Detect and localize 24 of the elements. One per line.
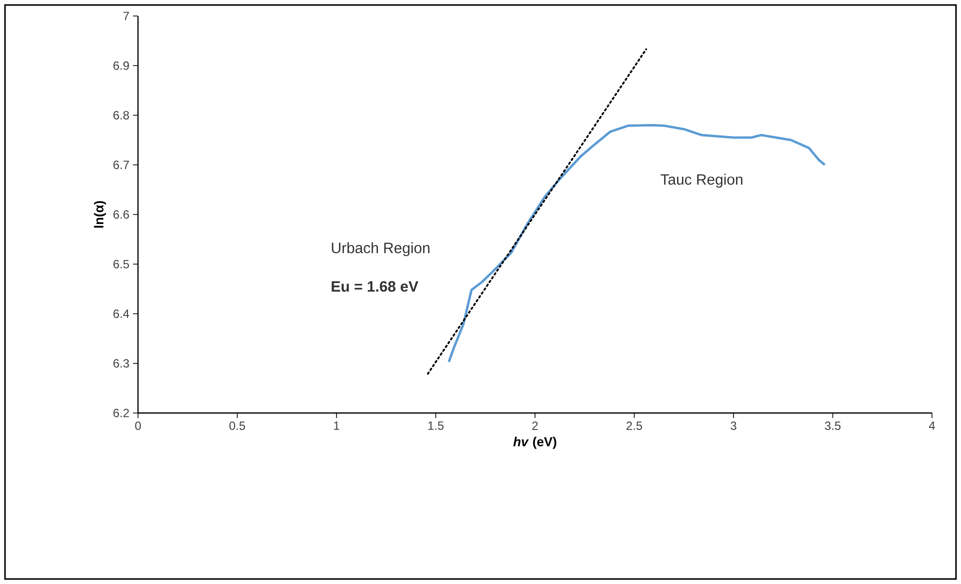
y-tick-label: 6.9: [113, 61, 129, 70]
x-axis-title: hv (eV): [513, 436, 556, 449]
x-tick-label: 1: [334, 422, 340, 430]
x-tick-label: 3.5: [824, 422, 841, 430]
y-tick-label: 6.7: [113, 160, 129, 170]
annotation: Tauc Region: [660, 174, 742, 188]
y-tick-label: 6.5: [113, 260, 129, 268]
x-tick-label: 4: [928, 422, 935, 430]
x-tick-label: 2.5: [626, 422, 642, 430]
x-tick-label: 2: [532, 422, 538, 430]
y-tick-label: 6.4: [113, 310, 130, 318]
y-tick-label: 6.8: [113, 111, 129, 120]
y-axis-title: ln(α): [94, 201, 106, 228]
y-tick-label: 6.3: [113, 359, 129, 368]
y-tick-label: 6.6: [113, 210, 129, 219]
x-tick-label: 3: [730, 422, 736, 430]
line-series: [448, 124, 826, 364]
y-tick-label: 7: [123, 12, 129, 20]
x-tick-label: 1.5: [428, 422, 444, 430]
annotation: Eu = 1.68 eV: [332, 281, 418, 292]
x-tick-label: 0.5: [229, 422, 246, 430]
x-tick-label: 0: [135, 422, 141, 430]
y-tick-label: 6.2: [113, 408, 129, 418]
annotation: Urbach Region: [332, 242, 430, 256]
